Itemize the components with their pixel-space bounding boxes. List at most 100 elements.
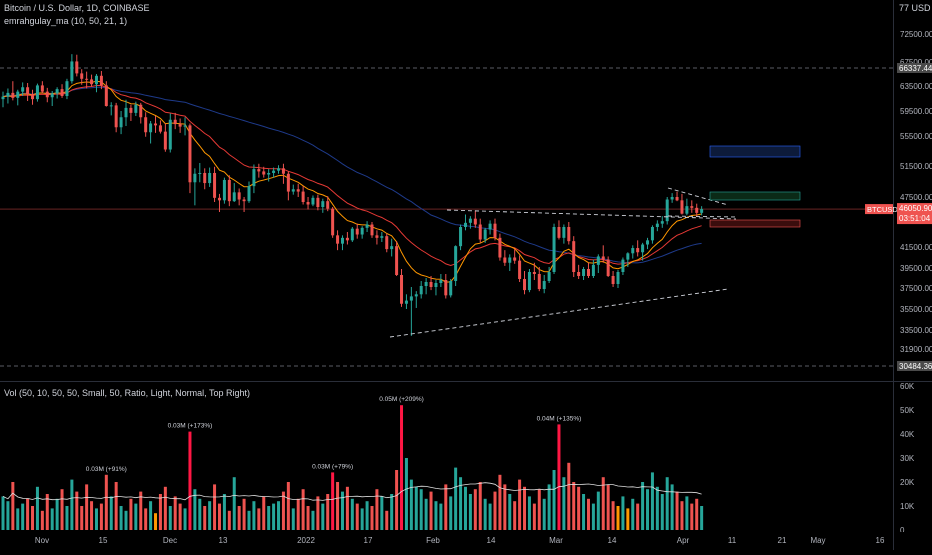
resistance-tag-bg — [897, 63, 932, 73]
volume-bar — [316, 496, 320, 530]
volume-bar — [611, 501, 615, 530]
candle-body — [547, 272, 551, 281]
volume-bar — [222, 494, 226, 530]
volume-bar — [660, 494, 664, 530]
volume-tick-label: 40K — [900, 430, 915, 439]
volume-bar — [252, 501, 256, 530]
volume-bar — [208, 501, 212, 530]
volume-bar — [350, 498, 354, 530]
volume-bar — [419, 489, 423, 530]
volume-bar — [498, 474, 502, 530]
candle-body — [257, 169, 261, 172]
currency-label[interactable]: 77 USD — [899, 3, 931, 13]
volume-chart[interactable]: 60K 50K 40K 30K 20K 10K 0 0.03M (+91%) 0.03M (+1… — [0, 382, 932, 535]
candle-body — [326, 201, 330, 209]
price-axis-border — [893, 0, 894, 550]
volume-bar — [695, 498, 699, 530]
price-tick-label: 55500.00 — [900, 132, 932, 141]
time-tick-label: 15 — [99, 536, 108, 545]
volume-bar — [336, 482, 340, 530]
volume-bar — [675, 491, 679, 530]
candle-body — [85, 78, 89, 80]
volume-bar — [99, 503, 103, 530]
candle-body — [577, 272, 581, 276]
candle-body — [513, 257, 517, 261]
candle-body — [306, 202, 310, 205]
candle-body — [355, 228, 359, 235]
volume-bar — [518, 479, 522, 530]
candle-body — [414, 294, 418, 297]
volume-bar — [311, 510, 315, 530]
volume-bar — [198, 498, 202, 530]
volume-bar — [70, 479, 74, 530]
candle-body — [468, 218, 472, 223]
candle-body — [173, 119, 177, 125]
volume-bar — [31, 506, 35, 530]
candle-body — [700, 209, 704, 213]
price-tick-label: 35500.00 — [900, 305, 932, 314]
volume-tick-label: 60K — [900, 382, 915, 391]
candle-body — [606, 259, 610, 276]
candle-body — [281, 168, 285, 174]
candle-body — [493, 223, 497, 238]
volume-bar — [365, 501, 369, 530]
volume-bar — [355, 503, 359, 530]
volume-bar — [149, 501, 153, 530]
candle-body — [213, 172, 217, 198]
candle-body — [267, 172, 271, 175]
candle-body — [345, 237, 349, 241]
volume-bar — [281, 491, 285, 530]
volume-bar — [85, 484, 89, 530]
volume-bar — [429, 491, 433, 530]
volume-bar — [434, 501, 438, 530]
time-axis-svg: Nov 15 Dec 13 2022 17 Feb 14 Mar 14 Apr 11 21 May 16 — [35, 536, 885, 545]
candle-body — [626, 253, 630, 260]
candle-body — [158, 125, 162, 132]
time-axis[interactable]: Nov 15 Dec 13 2022 17 Feb 14 Mar 14 Apr 11 21 May 16 — [0, 530, 932, 550]
ticker-tag-text: BTCUSD — [867, 205, 898, 214]
price-pane[interactable]: 72500.00 67500.00 63500.00 59500.00 55500.00… — [0, 0, 932, 382]
volume-bar — [144, 508, 148, 530]
candle-body — [434, 283, 438, 287]
candle-body — [557, 227, 561, 238]
candle-body — [99, 75, 103, 86]
volume-tick-label: 20K — [900, 478, 915, 487]
price-chart[interactable]: 72500.00 67500.00 63500.00 59500.00 55500.00… — [0, 0, 932, 382]
indicator-legend[interactable]: emrahgulay_ma (10, 50, 21, 1) — [4, 16, 128, 26]
candle-body — [567, 227, 571, 242]
volume-legend[interactable]: Vol (50, 10, 50, 50, Small, 50, Ratio, L… — [4, 388, 250, 398]
price-tick-label: 39500.00 — [900, 264, 932, 273]
price-tick-label: 33500.00 — [900, 326, 932, 335]
volume-bar — [650, 472, 654, 530]
volume-bar — [409, 479, 413, 530]
volume-bar — [380, 496, 384, 530]
volume-bar — [242, 498, 246, 530]
volume-bar — [616, 506, 620, 530]
candle-body — [380, 236, 384, 238]
volume-bar — [690, 503, 694, 530]
candle-body — [680, 200, 684, 214]
volume-bar — [232, 477, 236, 530]
candle-body — [340, 237, 344, 244]
candle-body — [114, 105, 118, 128]
volume-pane[interactable]: 60K 50K 40K 30K 20K 10K 0 0.03M (+91%) 0.03M (+1… — [0, 382, 932, 535]
volume-bar — [621, 496, 625, 530]
volume-bar — [55, 498, 59, 530]
candle-body — [670, 197, 674, 200]
candle-body — [104, 85, 108, 106]
candle-body — [508, 257, 512, 263]
volume-annotation: 0.03M (+79%) — [312, 463, 353, 470]
trendline-descending-top — [667, 187, 729, 206]
candle-body — [473, 218, 477, 225]
volume-bar — [129, 498, 133, 530]
pane-divider[interactable] — [0, 381, 932, 382]
candle-body — [503, 257, 507, 263]
time-tick-label: 2022 — [297, 536, 315, 545]
volume-bar — [582, 494, 586, 530]
candle-body — [582, 269, 586, 276]
ma-fast-line — [2, 80, 702, 283]
candle-body — [286, 173, 290, 192]
volume-bar — [641, 482, 645, 530]
candle-body — [690, 206, 694, 208]
symbol-legend[interactable]: Bitcoin / U.S. Dollar, 1D, COINBASE — [4, 3, 150, 13]
